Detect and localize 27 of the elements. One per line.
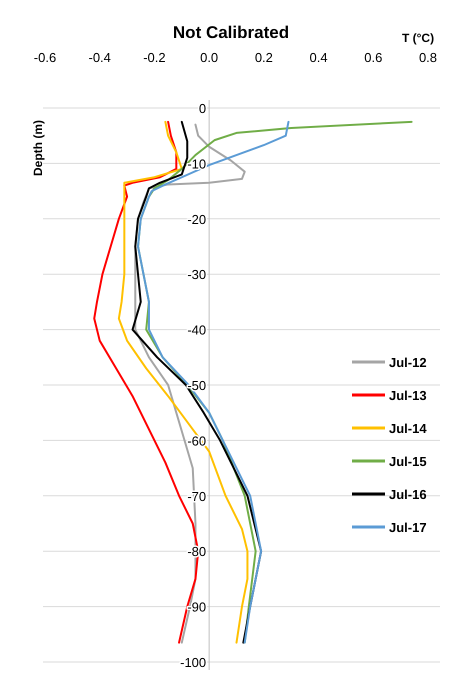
legend-label: Jul-16 bbox=[389, 487, 427, 502]
y-tick-label: 0 bbox=[198, 101, 206, 116]
x-tick-label: 0.2 bbox=[254, 50, 273, 65]
x-tick-label: -0.2 bbox=[143, 50, 166, 65]
legend-label: Jul-13 bbox=[389, 388, 427, 403]
y-tick-label: -50 bbox=[187, 378, 206, 393]
line-series bbox=[137, 120, 290, 644]
y-tick-label: -10 bbox=[187, 156, 206, 172]
x-tick-label: -0.4 bbox=[88, 50, 111, 65]
legend-label: Jul-15 bbox=[389, 454, 427, 469]
y-tick-label: -30 bbox=[187, 267, 206, 282]
y-axis-title: Depth (m) bbox=[31, 120, 45, 176]
x-tick-label: 0.8 bbox=[418, 50, 438, 65]
y-tick-label: -100 bbox=[180, 655, 206, 670]
y-tick-label: -70 bbox=[187, 488, 206, 504]
legend-label: Jul-12 bbox=[389, 355, 427, 370]
legend-label: Jul-14 bbox=[389, 421, 428, 436]
x-axis-title: T (°C) bbox=[402, 31, 434, 45]
y-tick-label: -90 bbox=[187, 600, 206, 615]
x-tick-label: 0.6 bbox=[364, 50, 382, 65]
y-tick-label: -20 bbox=[187, 212, 206, 227]
x-tick-label: 0.4 bbox=[310, 50, 328, 65]
chart-title: Not Calibrated bbox=[172, 23, 290, 42]
x-tick-label: 0.0 bbox=[200, 50, 218, 65]
legend-label: Jul-17 bbox=[389, 520, 427, 535]
y-tick-label: -40 bbox=[187, 322, 206, 338]
x-tick-label: -0.6 bbox=[34, 50, 56, 65]
